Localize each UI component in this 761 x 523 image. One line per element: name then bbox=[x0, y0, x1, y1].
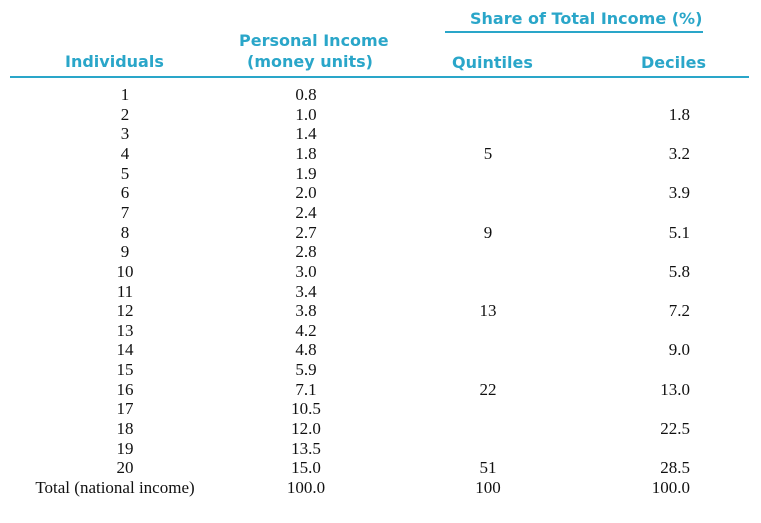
total-decile-cell: 100.0 bbox=[651, 478, 690, 497]
income-cell: 1.9 bbox=[295, 163, 317, 183]
income-cell: 5.9 bbox=[295, 360, 317, 380]
individual-cell: 3 bbox=[120, 124, 130, 144]
individual-cell: 14 bbox=[116, 340, 134, 360]
income-cell: 3.4 bbox=[295, 281, 317, 301]
individual-cell: 15 bbox=[116, 360, 134, 380]
quintile-cell: 22 bbox=[479, 379, 497, 399]
income-cell: 1.8 bbox=[295, 143, 317, 163]
income-header-line2: (money units) bbox=[247, 52, 373, 71]
header-rule bbox=[10, 76, 749, 78]
decile-cell: 5.8 bbox=[668, 261, 690, 281]
decile-cell: 3.2 bbox=[668, 143, 690, 163]
individual-cell: 1 bbox=[120, 85, 130, 104]
income-cell: 10.5 bbox=[291, 399, 321, 419]
individual-cell: 5 bbox=[120, 163, 130, 183]
decile-cell: 7.2 bbox=[668, 301, 690, 321]
quintiles-header: Quintiles bbox=[452, 53, 533, 72]
decile-cell: 3.9 bbox=[668, 183, 690, 203]
decile-cell: 13.0 bbox=[660, 379, 690, 399]
quintile-cell: 13 bbox=[479, 301, 497, 321]
individual-cell: 2 bbox=[120, 104, 130, 124]
income-cell: 1.0 bbox=[295, 104, 317, 124]
total-individual-cell: Total (national income) bbox=[35, 478, 195, 497]
individual-cell: 7 bbox=[120, 202, 130, 222]
decile-cell: 9.0 bbox=[668, 340, 690, 360]
decile-cell: 22.5 bbox=[660, 419, 690, 439]
deciles-header: Deciles bbox=[641, 53, 706, 72]
individual-cell: 4 bbox=[120, 143, 130, 163]
decile-cell: 5.1 bbox=[668, 222, 690, 242]
decile-cell: 28.5 bbox=[660, 458, 690, 478]
income-cell: 2.8 bbox=[295, 242, 317, 262]
income-cell: 4.2 bbox=[295, 320, 317, 340]
total-income-cell: 100.0 bbox=[286, 478, 326, 497]
income-cell: 1.4 bbox=[295, 124, 317, 144]
income-cell: 0.8 bbox=[295, 85, 317, 104]
individual-cell: 18 bbox=[116, 419, 134, 439]
individual-cell: 16 bbox=[116, 379, 134, 399]
income-cell: 3.8 bbox=[295, 301, 317, 321]
individual-cell: 6 bbox=[120, 183, 130, 203]
individual-cell: 10 bbox=[116, 261, 134, 281]
individual-cell: 8 bbox=[120, 222, 130, 242]
individual-cell: 20 bbox=[116, 458, 134, 478]
decile-cell: 1.8 bbox=[668, 104, 690, 124]
income-cell: 2.7 bbox=[295, 222, 317, 242]
income-cell: 7.1 bbox=[295, 379, 317, 399]
income-cell: 3.0 bbox=[295, 261, 317, 281]
individual-cell: 12 bbox=[116, 301, 134, 321]
total-quintile-cell: 100 bbox=[475, 478, 501, 497]
income-cell: 15.0 bbox=[291, 458, 321, 478]
income-cell: 2.4 bbox=[295, 202, 317, 222]
income-cell: 2.0 bbox=[295, 183, 317, 203]
individual-cell: 17 bbox=[116, 399, 134, 419]
individual-cell: 11 bbox=[116, 281, 134, 301]
income-header-line1: Personal Income bbox=[239, 31, 389, 50]
quintile-cell: 51 bbox=[479, 458, 497, 478]
quintile-cell: 5 bbox=[483, 143, 493, 163]
share-group-rule bbox=[445, 31, 703, 33]
income-cell: 4.8 bbox=[295, 340, 317, 360]
quintile-cell: 9 bbox=[483, 222, 493, 242]
individuals-header: Individuals bbox=[65, 52, 164, 71]
share-group-header: Share of Total Income (%) bbox=[470, 9, 703, 28]
income-cell: 12.0 bbox=[291, 419, 321, 439]
individual-cell: 13 bbox=[116, 320, 134, 340]
income-cell: 13.5 bbox=[291, 438, 321, 458]
individual-cell: 9 bbox=[120, 242, 130, 262]
individual-cell: 19 bbox=[116, 438, 134, 458]
